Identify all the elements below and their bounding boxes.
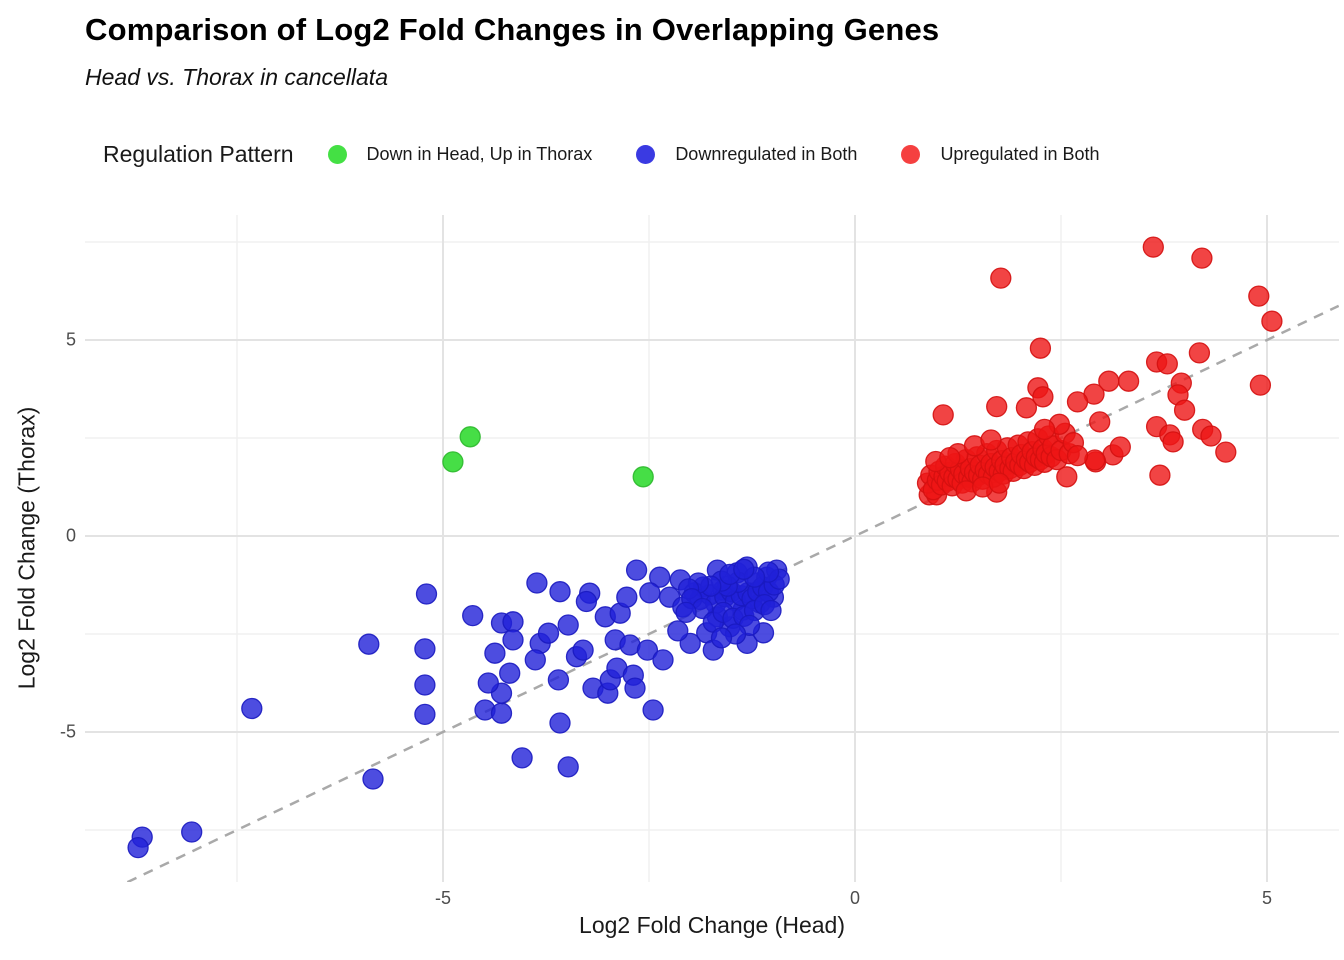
chart-title: Comparison of Log2 Fold Changes in Overl…	[85, 12, 940, 47]
data-point-series-2	[1056, 466, 1078, 488]
legend-title: Regulation Pattern	[103, 140, 294, 167]
data-point-series-2	[1215, 441, 1237, 463]
legend-key-dot-icon	[901, 144, 921, 164]
data-point-series-1	[502, 611, 524, 633]
y-axis-tick-label: -5	[59, 721, 76, 742]
data-point-series-2	[1033, 418, 1056, 441]
data-point-series-1	[511, 747, 533, 769]
data-point-series-1	[636, 639, 659, 661]
data-point-series-1	[502, 629, 524, 651]
data-point-series-2	[1162, 431, 1184, 453]
data-point-series-2	[1032, 386, 1054, 408]
data-point-series-2	[988, 472, 1010, 494]
chart-subtitle: Head vs. Thorax in cancellata	[85, 64, 388, 90]
data-point-series-1	[415, 583, 438, 605]
data-point-series-1	[616, 586, 638, 608]
data-point-series-1	[675, 601, 697, 624]
legend-item-0: Down in Head, Up in Thorax	[327, 143, 593, 165]
x-axis-tick-label: -5	[434, 888, 452, 908]
legend: Regulation Pattern Down in Head, Up in T…	[103, 136, 1323, 172]
data-point-series-2	[990, 267, 1012, 289]
data-point-series-2	[1029, 337, 1052, 359]
data-point-series-2	[1261, 310, 1283, 332]
data-point-series-1	[549, 581, 571, 603]
x-axis-tick-label: 5	[1261, 888, 1273, 908]
x-axis-tick-label: 0	[849, 888, 861, 908]
data-point-series-2	[986, 395, 1008, 418]
data-point-series-1	[624, 677, 646, 699]
data-point-series-2	[1098, 370, 1120, 392]
data-point-series-1	[490, 702, 513, 724]
data-point-series-1	[639, 582, 661, 604]
data-point-series-1	[557, 614, 579, 636]
data-point-series-2	[1109, 436, 1131, 458]
data-point-series-2	[1188, 342, 1211, 364]
data-point-series-2	[1200, 425, 1222, 447]
data-point-series-1	[414, 674, 436, 696]
legend-key-dot-icon	[327, 144, 347, 164]
data-point-series-2	[1142, 236, 1164, 258]
data-point-series-1	[575, 590, 598, 613]
data-point-series-1	[652, 649, 674, 671]
data-point-series-1	[362, 768, 384, 790]
legend-item-2: Upregulated in Both	[901, 143, 1100, 165]
data-point-series-2	[1066, 391, 1089, 413]
data-point-series-1	[241, 697, 263, 720]
data-point-series-1	[557, 756, 579, 778]
data-point-series-1	[414, 638, 436, 660]
data-point-series-0	[442, 451, 464, 473]
legend-item-label: Down in Head, Up in Thorax	[366, 143, 593, 164]
y-axis-title: Log2 Fold Change (Thorax)	[13, 406, 40, 690]
data-point-series-1	[649, 566, 671, 588]
data-point-series-1	[499, 662, 521, 684]
legend-item-label: Downregulated in Both	[675, 143, 858, 164]
data-point-series-1	[524, 649, 546, 671]
data-point-series-1	[526, 572, 548, 594]
data-point-series-1	[537, 622, 560, 644]
data-point-series-1	[127, 836, 149, 859]
data-point-series-1	[414, 703, 436, 726]
data-point-series-1	[462, 604, 484, 627]
data-point-series-1	[549, 712, 571, 734]
data-point-series-2	[1015, 397, 1038, 419]
data-point-series-1	[642, 699, 664, 721]
data-point-series-2	[1066, 444, 1089, 467]
y-axis-tick-label: 5	[65, 329, 76, 350]
data-point-series-2	[1156, 353, 1178, 375]
data-point-series-2	[1248, 285, 1270, 307]
data-point-series-1	[484, 642, 506, 664]
data-point-series-1	[181, 821, 203, 843]
y-axis-tick-label: 0	[65, 525, 76, 546]
data-point-series-1	[358, 633, 380, 655]
plot-panel	[85, 215, 1340, 884]
data-point-series-1	[733, 558, 755, 580]
data-point-series-2	[1149, 464, 1171, 486]
legend-item-1: Downregulated in Both	[636, 144, 857, 165]
plot-canvas	[85, 215, 1340, 884]
data-point-series-1	[547, 669, 570, 691]
data-point-series-2	[1173, 399, 1196, 421]
data-point-series-2	[1117, 370, 1140, 392]
data-point-series-1	[760, 599, 782, 622]
data-point-series-0	[459, 426, 481, 448]
legend-item-label: Upregulated in Both	[940, 143, 1100, 164]
data-point-series-1	[710, 627, 733, 649]
x-axis-title: Log2 Fold Change (Head)	[579, 912, 845, 938]
data-point-series-1	[572, 639, 594, 661]
legend-key-dot-icon	[636, 144, 656, 164]
data-point-series-1	[477, 672, 499, 694]
data-point-series-0	[632, 466, 654, 488]
data-point-series-2	[1089, 411, 1111, 433]
data-point-series-1	[625, 559, 648, 581]
data-point-series-2	[932, 404, 954, 426]
data-point-series-2	[980, 429, 1002, 451]
data-point-series-2	[1249, 374, 1272, 396]
data-point-series-1	[667, 620, 689, 642]
data-point-series-2	[939, 446, 961, 469]
data-point-series-2	[1191, 247, 1213, 269]
